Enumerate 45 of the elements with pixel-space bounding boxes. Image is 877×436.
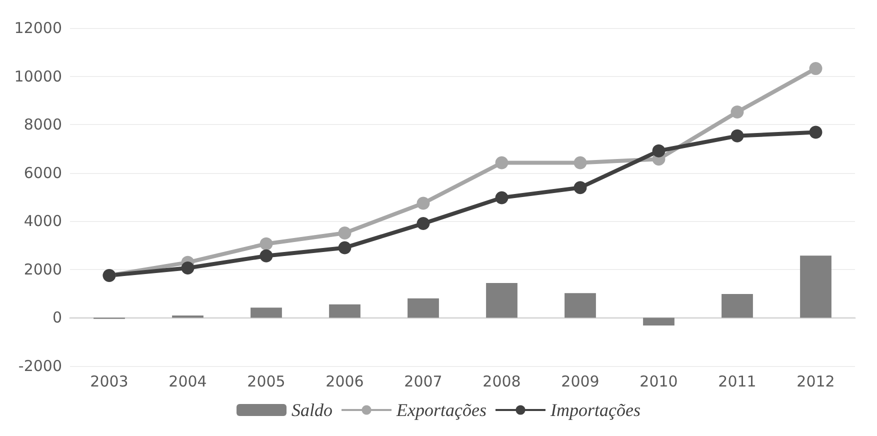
bar (564, 293, 596, 318)
y-tick-label: -2000 (18, 357, 62, 375)
point (338, 241, 352, 254)
point (181, 261, 194, 274)
x-tick-label: 2005 (247, 372, 286, 390)
x-tick-label: 2008 (482, 372, 521, 390)
y-tick-label: 4000 (24, 212, 62, 230)
legend-label: Saldo (292, 400, 333, 420)
y-tick-label: 12000 (14, 19, 62, 37)
y-tick-label: 2000 (24, 260, 62, 278)
point (730, 106, 744, 119)
x-tick-label: 2011 (718, 372, 756, 390)
x-tick-label: 2010 (640, 372, 678, 390)
y-tick-label: 8000 (24, 116, 62, 134)
point (495, 191, 508, 204)
y-tick-label: 0 (52, 308, 62, 327)
point (260, 237, 273, 250)
x-tick-label: 2003 (90, 372, 128, 390)
y-tick-label: 6000 (24, 164, 62, 182)
point (416, 196, 430, 210)
x-tick-label: 2009 (561, 372, 600, 390)
point (416, 217, 430, 230)
legend-label: Exportações (396, 400, 487, 420)
point (730, 129, 744, 142)
x-tick-label: 2004 (168, 372, 207, 390)
point (574, 181, 587, 194)
point (652, 144, 666, 158)
bar (408, 298, 439, 318)
x-tick-label: 2012 (796, 372, 835, 390)
point (260, 249, 273, 262)
bar (800, 256, 832, 318)
bar (722, 294, 753, 318)
point (809, 62, 822, 76)
bar (329, 304, 360, 318)
point (809, 126, 822, 139)
bar (643, 318, 674, 326)
point (495, 156, 508, 170)
legend-label: Importações (549, 400, 640, 420)
x-tick-label: 2006 (326, 372, 364, 390)
y-tick-label: 10000 (14, 67, 62, 86)
point (338, 226, 352, 240)
x-tick-label: 2007 (404, 372, 442, 390)
bar (250, 308, 282, 318)
bar (486, 282, 518, 318)
point (574, 156, 587, 170)
